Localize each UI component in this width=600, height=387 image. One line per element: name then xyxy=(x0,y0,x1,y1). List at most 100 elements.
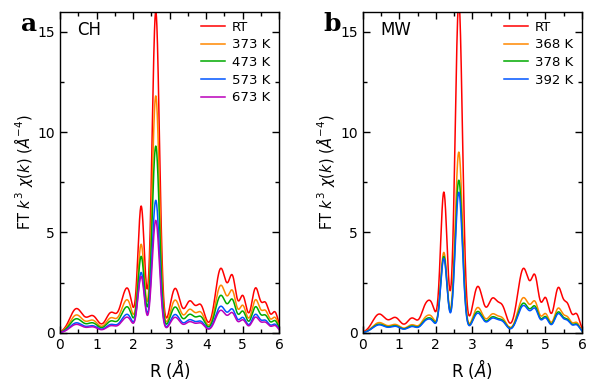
573 K xyxy=(276,327,283,332)
392 K xyxy=(397,326,404,330)
673 K xyxy=(271,323,278,328)
Legend: RT, 368 K, 378 K, 392 K: RT, 368 K, 378 K, 392 K xyxy=(499,15,578,92)
Line: 373 K: 373 K xyxy=(60,96,280,332)
373 K xyxy=(82,319,89,323)
373 K xyxy=(276,324,283,329)
RT xyxy=(384,317,391,322)
378 K xyxy=(397,325,404,330)
Text: b: b xyxy=(323,12,341,36)
373 K xyxy=(248,310,255,314)
378 K xyxy=(455,178,463,183)
Line: 473 K: 473 K xyxy=(60,146,280,332)
573 K xyxy=(150,219,157,224)
X-axis label: R ($\AA$): R ($\AA$) xyxy=(451,357,493,381)
473 K xyxy=(271,319,278,323)
373 K xyxy=(150,132,157,136)
368 K xyxy=(384,323,391,328)
RT xyxy=(56,329,64,334)
368 K xyxy=(551,315,558,320)
RT xyxy=(140,244,148,248)
RT xyxy=(248,302,255,307)
392 K xyxy=(551,319,558,323)
RT xyxy=(94,319,101,324)
392 K xyxy=(578,329,586,333)
373 K xyxy=(56,330,64,334)
Text: a: a xyxy=(20,12,37,36)
473 K xyxy=(150,174,157,178)
473 K xyxy=(140,278,148,283)
473 K xyxy=(82,321,89,326)
RT xyxy=(82,315,89,319)
392 K xyxy=(452,220,460,224)
368 K xyxy=(397,325,404,329)
473 K xyxy=(276,326,283,330)
Line: RT: RT xyxy=(60,12,280,332)
673 K xyxy=(94,326,101,331)
573 K xyxy=(140,289,148,294)
573 K xyxy=(82,324,89,329)
Line: 392 K: 392 K xyxy=(362,192,582,332)
673 K xyxy=(82,325,89,329)
573 K xyxy=(271,322,278,327)
378 K xyxy=(384,324,391,329)
473 K xyxy=(56,330,64,334)
373 K xyxy=(271,315,278,320)
673 K xyxy=(150,236,157,241)
573 K xyxy=(94,326,101,330)
378 K xyxy=(359,330,366,335)
392 K xyxy=(359,330,366,335)
673 K xyxy=(152,218,160,223)
RT xyxy=(397,320,404,324)
368 K xyxy=(452,188,460,193)
573 K xyxy=(248,319,255,324)
473 K xyxy=(248,314,255,319)
RT xyxy=(152,9,160,14)
392 K xyxy=(455,190,463,195)
368 K xyxy=(578,328,586,333)
392 K xyxy=(443,280,451,285)
RT xyxy=(271,310,278,314)
RT xyxy=(574,313,581,318)
378 K xyxy=(551,317,558,322)
RT xyxy=(578,326,586,330)
RT xyxy=(452,70,460,74)
368 K xyxy=(455,150,463,154)
Y-axis label: FT $k^3$ $\chi(k)$ ($\AA^{-4}$): FT $k^3$ $\chi(k)$ ($\AA^{-4}$) xyxy=(314,114,337,230)
X-axis label: R ($\AA$): R ($\AA$) xyxy=(149,357,191,381)
673 K xyxy=(248,320,255,325)
RT xyxy=(276,322,283,327)
Line: 368 K: 368 K xyxy=(362,152,582,332)
673 K xyxy=(140,292,148,297)
Line: 573 K: 573 K xyxy=(60,200,280,332)
Line: RT: RT xyxy=(362,2,582,332)
373 K xyxy=(152,94,160,98)
378 K xyxy=(443,279,451,283)
Line: 673 K: 673 K xyxy=(60,220,280,332)
573 K xyxy=(56,330,64,335)
Legend: RT, 373 K, 473 K, 573 K, 673 K: RT, 373 K, 473 K, 573 K, 673 K xyxy=(196,15,275,110)
378 K xyxy=(578,329,586,333)
368 K xyxy=(359,330,366,335)
673 K xyxy=(276,328,283,332)
Text: MW: MW xyxy=(380,21,411,39)
392 K xyxy=(384,325,391,330)
368 K xyxy=(574,321,581,326)
473 K xyxy=(152,144,160,149)
473 K xyxy=(94,324,101,329)
RT xyxy=(359,330,366,334)
673 K xyxy=(56,330,64,335)
RT xyxy=(443,235,451,240)
Text: CH: CH xyxy=(77,21,101,39)
378 K xyxy=(574,322,581,327)
373 K xyxy=(94,322,101,327)
368 K xyxy=(443,276,451,281)
Y-axis label: FT $k^3$ $\chi(k)$ ($\AA^{-4}$): FT $k^3$ $\chi(k)$ ($\AA^{-4}$) xyxy=(12,114,35,230)
Line: 378 K: 378 K xyxy=(362,180,582,332)
378 K xyxy=(452,210,460,215)
573 K xyxy=(152,198,160,203)
RT xyxy=(455,0,463,4)
373 K xyxy=(140,270,148,275)
392 K xyxy=(574,323,581,328)
RT xyxy=(551,302,558,307)
RT xyxy=(150,61,157,65)
